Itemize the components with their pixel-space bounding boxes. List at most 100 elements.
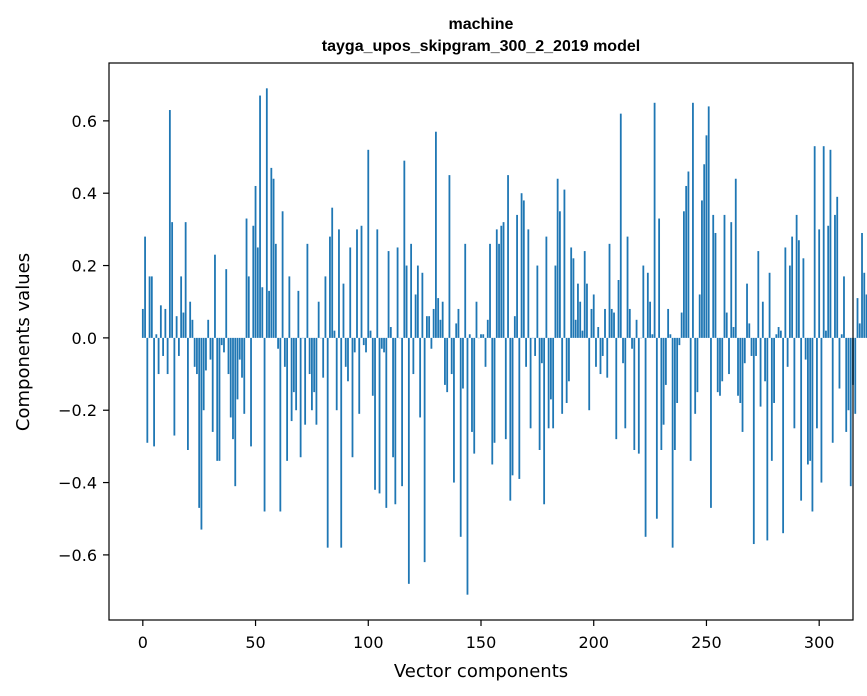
bar-85: [333, 330, 336, 338]
bar-50: [254, 185, 257, 338]
bar-275: [761, 301, 764, 338]
bar-122: [416, 265, 419, 338]
bar-137: [450, 337, 453, 375]
bar-237: [676, 337, 679, 403]
x-tick-label: 150: [466, 633, 497, 652]
bar-215: [626, 236, 629, 338]
bar-144: [466, 337, 469, 595]
bar-181: [549, 337, 552, 400]
bar-256: [719, 337, 721, 396]
bar-305: [829, 149, 832, 338]
y-tick-label: −0.4: [58, 474, 97, 493]
bar-171: [527, 229, 530, 338]
bar-42: [236, 337, 239, 400]
bar-16: [177, 337, 180, 356]
y-axis-ticks: −0.6 −0.4 −0.2 0.0 0.2 0.4 0.6: [58, 112, 109, 565]
bar-278: [768, 272, 771, 338]
bar-170: [525, 337, 527, 367]
bar-198: [588, 337, 591, 411]
bar-151: [482, 334, 485, 338]
bar-240: [683, 211, 685, 338]
bar-307: [834, 214, 836, 338]
bar-163: [509, 337, 512, 501]
bar-36: [223, 337, 225, 353]
bar-300: [818, 229, 821, 338]
bar-5: [153, 337, 155, 447]
bar-53: [261, 287, 264, 338]
bar-295: [807, 337, 809, 465]
y-axis-label: Components values: [13, 253, 34, 431]
bar-255: [716, 337, 719, 393]
bar-174: [534, 337, 537, 356]
bar-19: [184, 222, 187, 338]
bar-288: [791, 236, 794, 338]
bar-66: [290, 337, 293, 422]
bar-112: [394, 337, 397, 505]
bar-193: [577, 283, 579, 338]
bar-185: [559, 211, 561, 338]
bar-230: [660, 337, 663, 450]
bar-257: [721, 337, 724, 382]
bar-289: [793, 337, 796, 429]
bar-56: [268, 290, 270, 338]
bar-236: [673, 337, 676, 450]
bar-313: [847, 337, 850, 411]
bar-242: [687, 171, 690, 338]
bar-212: [619, 113, 622, 338]
bar-86: [335, 337, 338, 411]
x-axis-ticks: 0 50 100 150 200 250 300: [138, 620, 834, 652]
bar-38: [227, 337, 230, 375]
bar-312: [845, 337, 848, 432]
bar-83: [329, 236, 331, 338]
bar-179: [545, 236, 548, 338]
bar-318: [858, 323, 861, 338]
bar-25: [198, 337, 201, 508]
bar-72: [304, 337, 307, 425]
bar-172: [529, 337, 532, 429]
bar-282: [777, 327, 780, 338]
y-tick-label: 0.0: [72, 329, 97, 348]
y-tick-label: 0.2: [72, 257, 97, 276]
bar-136: [448, 175, 451, 338]
bar-15: [175, 316, 178, 338]
bar-184: [556, 178, 559, 338]
bar-302: [822, 146, 825, 338]
bar-80: [322, 337, 325, 378]
bar-113: [396, 247, 399, 338]
bar-152: [484, 337, 487, 367]
bar-169: [522, 200, 525, 338]
bar-106: [380, 337, 383, 349]
bar-293: [802, 258, 805, 338]
bar-91: [347, 337, 349, 382]
bar-98: [362, 337, 365, 346]
bar-200: [592, 294, 595, 338]
bar-195: [581, 330, 584, 338]
bar-270: [750, 337, 753, 356]
bar-58: [272, 178, 275, 338]
bar-105: [378, 337, 381, 494]
bar-160: [502, 222, 505, 338]
bar-283: [779, 330, 782, 338]
bar-43: [238, 337, 241, 360]
bar-20: [187, 337, 189, 450]
bar-280: [773, 337, 775, 403]
bar-78: [317, 301, 320, 338]
bar-294: [804, 337, 807, 360]
x-tick-label: 200: [578, 633, 609, 652]
x-tick-label: 250: [691, 633, 722, 652]
bar-60: [277, 337, 279, 349]
bar-159: [500, 225, 503, 338]
bar-220: [637, 337, 640, 454]
bar-17: [180, 276, 183, 338]
bar-203: [599, 337, 602, 375]
bar-286: [786, 337, 789, 367]
bar-3: [148, 276, 151, 338]
bar-269: [748, 323, 751, 338]
bar-69: [297, 290, 300, 338]
bar-158: [498, 243, 500, 338]
bar-157: [495, 229, 498, 338]
bar-48: [250, 337, 252, 447]
bar-180: [547, 337, 550, 429]
bar-129: [432, 308, 435, 338]
bar-168: [520, 193, 523, 338]
